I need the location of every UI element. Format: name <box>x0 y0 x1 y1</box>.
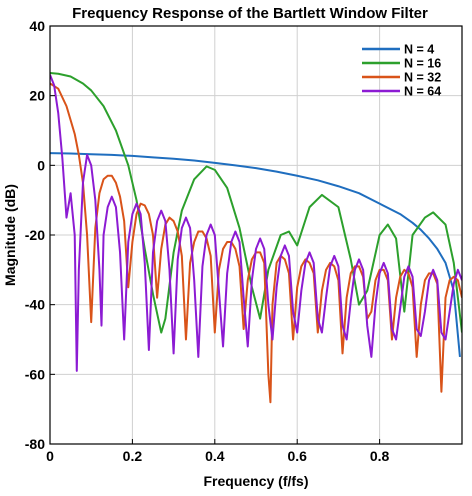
plot-area <box>50 72 462 404</box>
y-axis-ticks: 40 20 0 -20 -40 -60 -80 <box>25 18 55 452</box>
x-axis-label: Frequency (f/fs) <box>203 473 308 489</box>
legend-label: N = 16 <box>404 57 441 71</box>
grid-lines <box>50 26 462 444</box>
y-tick-label: 0 <box>37 157 45 173</box>
legend-label: N = 4 <box>404 43 434 57</box>
x-tick-label: 0.6 <box>287 448 307 464</box>
legend-label: N = 64 <box>404 85 441 99</box>
series-line-n-4 <box>50 152 461 358</box>
legend-label: N = 32 <box>404 71 441 85</box>
y-tick-label: -20 <box>25 227 45 243</box>
x-tick-label: 0.8 <box>370 448 390 464</box>
x-tick-label: 0 <box>46 448 54 464</box>
x-tick-label: 0.4 <box>205 448 225 464</box>
series-line-n-16 <box>50 72 462 334</box>
y-axis-label: Magnitude (dB) <box>2 184 18 286</box>
y-tick-label: -40 <box>25 297 45 313</box>
series-line-n-32 <box>50 82 462 404</box>
legend: N = 4N = 16N = 32N = 64 <box>362 43 441 99</box>
series-line-n-64 <box>50 74 462 372</box>
y-tick-label: 40 <box>29 18 45 34</box>
chart-title: Frequency Response of the Bartlett Windo… <box>72 5 428 22</box>
x-axis-ticks: 0 0.2 0.4 0.6 0.8 <box>46 439 390 464</box>
y-tick-label: -80 <box>25 436 45 452</box>
y-tick-label: -60 <box>25 366 45 382</box>
x-tick-label: 0.2 <box>123 448 143 464</box>
y-tick-label: 20 <box>29 88 45 104</box>
series-lines <box>50 72 462 404</box>
